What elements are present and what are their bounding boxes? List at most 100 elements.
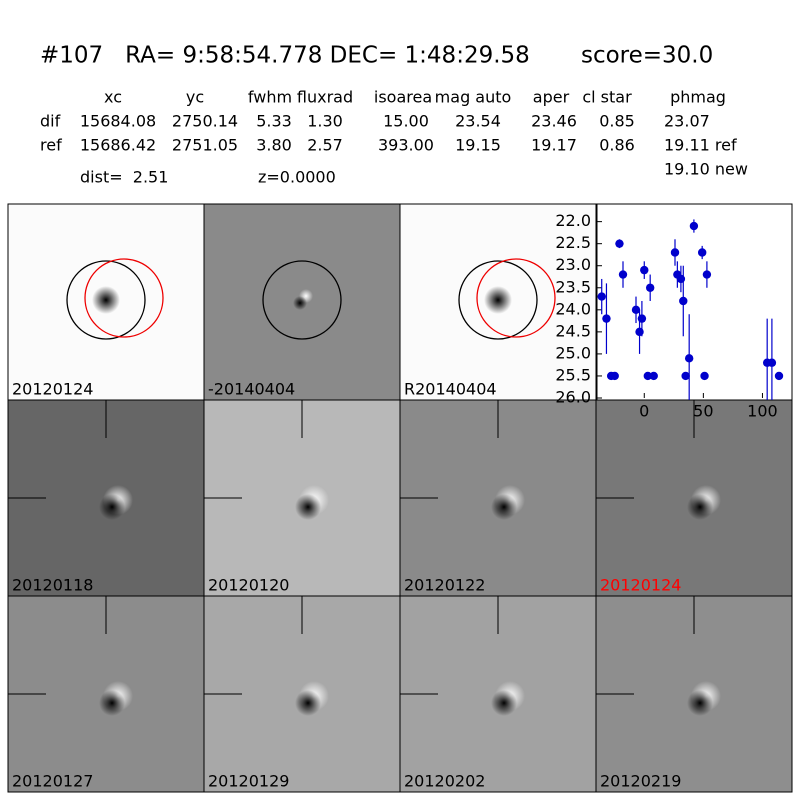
point [637, 314, 647, 323]
point [697, 248, 707, 257]
column-header: yc [186, 88, 204, 107]
column-header: aper [533, 88, 570, 107]
stamp-label: -20140404 [208, 380, 295, 399]
column-header: xc [104, 88, 122, 107]
points [597, 219, 784, 400]
table-cell: 15.00 [383, 112, 429, 131]
dist: dist= 2.51 [80, 168, 168, 187]
aperture [458, 260, 538, 340]
stamp: R20140404 [399, 203, 597, 401]
table-cell: 19.17 [531, 136, 577, 155]
source-blob [484, 286, 512, 314]
aperture-ref [84, 258, 164, 338]
stamp-label: 20120120 [208, 576, 289, 595]
dipole-black [295, 494, 321, 520]
dipole-black [687, 494, 713, 520]
table-cell: dif [40, 112, 61, 131]
point [767, 358, 777, 367]
stamp-label: 20120202 [404, 772, 485, 791]
stamp: -20140404 [203, 203, 401, 401]
stamp-label: 20120124 [12, 380, 93, 399]
x-tick-label: 50 [693, 402, 713, 421]
point [681, 371, 690, 381]
y-tick-label: 25.5 [555, 365, 591, 384]
stamp: 20120124 [595, 399, 793, 597]
y-tick-label: 22.5 [555, 233, 591, 252]
plot-area [596, 203, 793, 401]
x-tick-label: 100 [747, 402, 778, 421]
stamp: 20120219 [595, 595, 793, 793]
point [684, 354, 694, 363]
y-tick-label: 24.5 [555, 321, 591, 340]
phmag-new: 19.10 new [664, 160, 748, 179]
aperture-ref [476, 258, 556, 338]
table-cell: 2750.14 [172, 112, 238, 131]
point [679, 296, 688, 306]
stamp: 20120122 [399, 399, 597, 597]
y-tick-label: 22.0 [555, 211, 591, 230]
stamp-label: 20120219 [600, 772, 681, 791]
table-cell: 0.85 [599, 112, 635, 131]
stamp-label: R20140404 [404, 380, 497, 399]
dipole-black [295, 690, 321, 716]
stamp-label: 20120118 [12, 576, 93, 595]
dipole-black [99, 690, 125, 716]
point [610, 371, 619, 381]
dipole-black [293, 296, 307, 310]
stamp-label: 20120127 [12, 772, 93, 791]
stamp: 20120118 [7, 399, 205, 597]
point [643, 371, 653, 381]
point [649, 371, 658, 381]
point [700, 371, 709, 381]
point [774, 371, 784, 381]
column-header: cl star [582, 88, 632, 107]
point [702, 270, 712, 279]
y-tick-label: 23.5 [555, 277, 591, 296]
y-tick-label: 25.0 [555, 343, 591, 362]
stamp-label: 20120129 [208, 772, 289, 791]
table-cell: 15686.42 [80, 136, 156, 155]
y-tick-label: 23.0 [555, 255, 591, 274]
stamp-label: 20120122 [404, 576, 485, 595]
column-header: fluxrad [297, 88, 353, 107]
x-tick-label: 0 [639, 402, 649, 421]
point [670, 248, 680, 257]
stamp-label: 20120124 [600, 576, 681, 595]
table-cell: 23.07 [664, 112, 710, 131]
point [602, 314, 611, 323]
point [615, 239, 624, 248]
point [640, 265, 649, 275]
table-cell: 0.86 [599, 136, 635, 155]
table-cell: 2.57 [307, 136, 343, 155]
stamp: 20120202 [399, 595, 597, 793]
point [597, 292, 606, 301]
point [631, 305, 641, 315]
column-header: mag auto [435, 88, 512, 107]
stamp: 20120124 [7, 203, 205, 401]
table-cell: 23.46 [531, 112, 577, 131]
point [618, 270, 628, 279]
aperture [262, 260, 342, 340]
redshift: z=0.0000 [258, 168, 336, 187]
point [689, 221, 699, 231]
y-tick-label: 24.0 [555, 299, 591, 318]
column-header: phmag [670, 88, 726, 107]
stamp: 20120129 [203, 595, 401, 793]
table-cell: 1.30 [307, 112, 343, 131]
stamp: 20120120 [203, 399, 401, 597]
dipole-black [491, 690, 517, 716]
table-cell: 15684.08 [80, 112, 156, 131]
aperture [66, 260, 146, 340]
stamp: 20120127 [7, 595, 205, 793]
title: #107 RA= 9:58:54.778 DEC= 1:48:29.58 sco… [40, 43, 713, 69]
column-header: isoarea [374, 88, 432, 107]
table-cell: 5.33 [256, 112, 292, 131]
table-cell: 3.80 [256, 136, 292, 155]
dipole-black [687, 690, 713, 716]
y-tick-label: 26.0 [555, 388, 591, 407]
table-cell: 2751.05 [172, 136, 238, 155]
table-cell: 19.11 ref [664, 136, 737, 155]
table-cell: 23.54 [455, 112, 501, 131]
table-cell: 19.15 [455, 136, 501, 155]
